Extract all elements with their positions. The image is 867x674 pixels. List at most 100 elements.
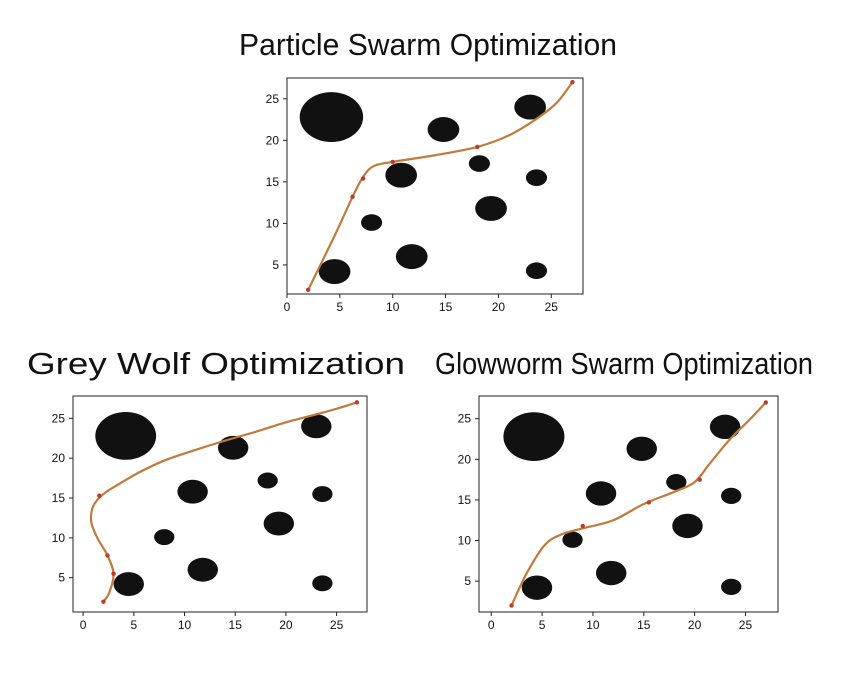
gso-chart: Glowworm Swarm Optimization 0 5 10 15 20 25 5 1… bbox=[435, 346, 813, 632]
gwo-waypoint-2 bbox=[111, 571, 116, 576]
gso-ytick-label: 20 bbox=[458, 452, 472, 466]
gso-chart-title: Glowworm Swarm Optimization bbox=[435, 346, 813, 381]
pso-axes: 0 5 10 15 20 25 5 10 15 20 25 bbox=[266, 77, 584, 314]
gwo-path-layer bbox=[89, 400, 360, 604]
gwo-obstacle-4 bbox=[177, 479, 208, 504]
pso-waypoint-2 bbox=[350, 194, 355, 199]
pso-obstacle-1 bbox=[299, 92, 364, 142]
gwo-obstacle-2 bbox=[113, 572, 144, 597]
gwo-xtick-label: 15 bbox=[229, 618, 243, 632]
pso-waypoint-1 bbox=[305, 287, 311, 293]
gso-waypoint-5 bbox=[763, 400, 768, 405]
gwo-waypoint-3 bbox=[105, 553, 110, 558]
gso-obstacle-1 bbox=[503, 412, 565, 461]
gwo-xtick-label: 0 bbox=[80, 618, 87, 632]
pso-ytick-label: 15 bbox=[266, 175, 280, 189]
pso-obstacle-7 bbox=[468, 155, 490, 172]
pso-xtick-label: 15 bbox=[439, 300, 453, 314]
gwo-xtick-label: 10 bbox=[178, 618, 192, 632]
pso-obstacle-6 bbox=[427, 117, 460, 142]
gso-obstacle-7 bbox=[666, 473, 687, 491]
gwo-axes: 0 5 10 15 20 25 5 10 15 20 25 bbox=[52, 395, 368, 632]
pso-chart: Particle Swarm Optimization 0 5 10 15 20 25 5 1… bbox=[239, 27, 617, 314]
gso-waypoint-1 bbox=[509, 603, 514, 608]
gwo-obstacle-5 bbox=[187, 557, 218, 582]
gso-obstacle-3 bbox=[562, 531, 583, 548]
pso-obstacle-4 bbox=[385, 162, 418, 188]
gwo-obstacle-1 bbox=[95, 411, 157, 460]
gwo-waypoint-1 bbox=[101, 599, 106, 604]
pso-obstacle-9 bbox=[514, 94, 547, 120]
pso-ytick-label: 10 bbox=[266, 216, 280, 230]
gwo-ytick-label: 10 bbox=[52, 531, 66, 545]
gso-obstacle-2 bbox=[521, 575, 553, 600]
pso-obstacle-2 bbox=[318, 259, 351, 285]
gso-ytick-label: 15 bbox=[458, 493, 472, 507]
gso-obstacle-10 bbox=[721, 487, 742, 504]
gwo-xtick-label: 20 bbox=[279, 618, 293, 632]
gwo-obstacle-8 bbox=[263, 511, 295, 536]
pso-xtick-label: 20 bbox=[492, 300, 506, 314]
gso-xtick-label: 0 bbox=[488, 618, 495, 632]
gso-obstacles bbox=[503, 412, 742, 600]
gso-obstacle-11 bbox=[721, 578, 742, 595]
pso-waypoint-4 bbox=[390, 159, 395, 165]
gwo-chart: Grey Wolf Optimization 0 5 10 15 20 25 5 10 15 20… bbox=[27, 346, 405, 632]
pso-obstacles bbox=[299, 92, 548, 285]
gwo-obstacle-9 bbox=[301, 414, 332, 439]
gso-obstacle-9 bbox=[709, 414, 741, 440]
pso-xtick-label: 5 bbox=[337, 300, 344, 314]
gso-waypoint-2 bbox=[580, 523, 585, 529]
gwo-waypoint-4 bbox=[97, 493, 102, 498]
gwo-xtick-label: 5 bbox=[130, 618, 137, 632]
gwo-obstacle-10 bbox=[312, 486, 333, 503]
pso-obstacle-11 bbox=[525, 262, 548, 280]
pso-obstacle-3 bbox=[361, 214, 383, 231]
pso-obstacle-8 bbox=[475, 195, 507, 221]
gwo-obstacles bbox=[95, 411, 333, 597]
gso-obstacle-8 bbox=[672, 513, 703, 539]
gwo-ytick-label: 25 bbox=[52, 411, 66, 425]
pso-path-layer bbox=[305, 79, 575, 293]
gso-plot-frame bbox=[478, 395, 779, 613]
gwo-obstacle-3 bbox=[154, 529, 175, 546]
gwo-chart-title: Grey Wolf Optimization bbox=[27, 346, 405, 381]
gwo-obstacle-6 bbox=[217, 435, 249, 460]
gso-xtick-label: 25 bbox=[739, 618, 753, 632]
gso-path-line bbox=[510, 401, 767, 607]
gwo-ytick-label: 5 bbox=[58, 571, 65, 585]
gwo-plot-frame bbox=[72, 395, 368, 613]
pso-obstacle-5 bbox=[395, 244, 428, 270]
gwo-ytick-label: 20 bbox=[52, 451, 66, 465]
gso-ytick-label: 5 bbox=[464, 574, 471, 588]
gwo-waypoint-5 bbox=[354, 400, 360, 405]
pso-path-line bbox=[307, 81, 574, 291]
pso-waypoint-3 bbox=[360, 176, 366, 181]
gwo-ytick-label: 15 bbox=[52, 491, 66, 505]
pso-xtick-label: 10 bbox=[386, 300, 400, 314]
gso-ytick-label: 10 bbox=[458, 534, 472, 548]
pso-chart-title: Particle Swarm Optimization bbox=[239, 27, 617, 62]
gso-axes: 0 5 10 15 20 25 5 10 15 20 25 bbox=[458, 395, 779, 632]
gwo-xtick-label: 25 bbox=[330, 618, 344, 632]
gso-waypoint-3 bbox=[646, 500, 652, 505]
gso-path-layer bbox=[509, 400, 768, 608]
gso-obstacle-6 bbox=[626, 436, 657, 461]
gso-ytick-label: 25 bbox=[458, 412, 472, 426]
pso-obstacle-10 bbox=[525, 169, 548, 186]
gso-obstacle-4 bbox=[585, 481, 617, 506]
gso-waypoint-4 bbox=[697, 477, 702, 482]
gwo-obstacle-7 bbox=[257, 472, 278, 489]
gso-xtick-label: 20 bbox=[688, 618, 702, 632]
pso-waypoint-6 bbox=[570, 79, 575, 85]
pso-xtick-label: 25 bbox=[545, 300, 559, 314]
pso-ytick-label: 5 bbox=[272, 258, 279, 272]
gwo-obstacle-11 bbox=[312, 575, 333, 592]
gso-obstacle-5 bbox=[595, 560, 627, 586]
gso-xtick-label: 10 bbox=[586, 618, 600, 632]
gso-xtick-label: 15 bbox=[637, 618, 651, 632]
pso-waypoint-5 bbox=[475, 144, 480, 150]
pso-plot-frame bbox=[286, 77, 584, 295]
pso-ytick-label: 20 bbox=[266, 133, 280, 147]
